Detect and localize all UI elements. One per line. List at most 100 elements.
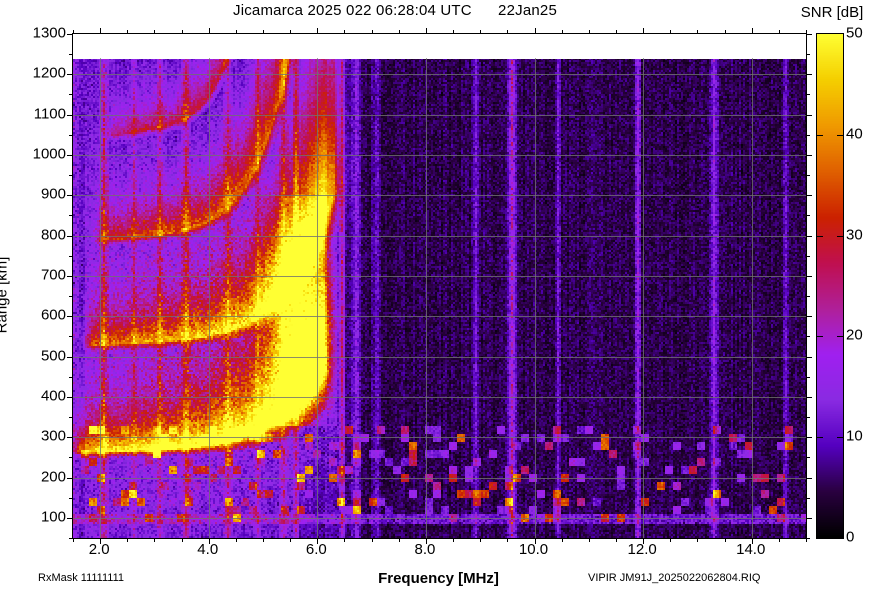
x-axis-minor-tick [235,30,237,34]
x-tick-label: 14.0 [736,541,766,558]
y-axis-tick [67,154,73,156]
colorbar-tick-label: 30 [846,226,863,244]
x-axis-minor-tick [154,30,156,34]
x-axis-tick [643,28,645,34]
y-tick-label: 600 [40,306,66,324]
x-tick-label: 2.0 [88,541,110,558]
x-axis-minor-tick [398,30,400,34]
x-axis-minor-tick [344,30,346,34]
colorbar-tick [837,134,843,136]
colorbar-tick [817,235,823,237]
y-axis-minor-tick [806,255,810,257]
x-tick-label: 4.0 [197,541,219,558]
y-axis-minor-tick [806,497,810,499]
x-axis-minor-tick [778,538,780,542]
x-axis-minor-tick [697,30,699,34]
x-axis-tick-labels: 2.0 4.0 6.0 8.0 10.0 12.0 14.0 [72,541,805,563]
x-axis-minor-tick [806,538,807,542]
y-axis-minor-tick [806,417,810,419]
y-tick-label: 1000 [32,145,66,163]
y-axis-minor-tick [806,215,810,217]
y-axis-tick [806,477,812,479]
x-axis-minor-tick [724,30,726,34]
y-axis-minor-tick [69,538,73,539]
ionogram-plot-area[interactable] [67,28,812,544]
colorbar-tick-labels: 0 10 20 30 40 50 [846,25,882,546]
x-axis-minor-tick [344,538,346,542]
y-axis-minor-tick [806,54,810,56]
x-axis-minor-tick [181,30,183,34]
colorbar-tick-label: 20 [846,326,863,344]
colorbar[interactable] [816,33,844,539]
x-axis-minor-tick [724,538,726,542]
colorbar-tick [817,336,823,338]
y-axis-tick [806,437,812,439]
y-axis-tick [806,195,812,197]
x-axis-minor-tick [615,30,617,34]
y-axis-tick [67,396,73,398]
y-axis-tick [67,517,73,519]
colorbar-tick [817,437,823,439]
y-axis-minor-tick [806,376,810,378]
rxmask-label: RxMask 11111111 [38,572,125,584]
x-axis-tick [100,28,102,34]
y-axis-tick [67,437,73,439]
x-axis-minor-tick [263,30,265,34]
y-axis-minor-tick [806,175,810,177]
x-axis-minor-tick [73,30,74,34]
x-axis-minor-tick [588,538,590,542]
x-tick-label: 12.0 [627,541,657,558]
y-tick-label: 200 [40,468,66,486]
colorbar-tick-label: 50 [846,24,863,42]
y-axis-tick [67,477,73,479]
y-axis-minor-tick [69,457,73,459]
x-axis-minor-tick [290,538,292,542]
y-axis-minor-tick [69,215,73,217]
x-axis-minor-tick [73,538,74,542]
y-axis-tick [806,356,812,358]
x-axis-minor-tick [778,30,780,34]
x-axis-minor-tick [588,30,590,34]
y-axis-tick [806,396,812,398]
y-tick-label: 800 [40,226,66,244]
x-axis-tick [534,28,536,34]
y-axis-tick-labels: 100 200 300 400 500 600 700 800 900 1000 1100 1200 1… [0,25,66,538]
y-axis-tick [806,114,812,116]
x-axis-tick [425,28,427,34]
x-axis-minor-tick [127,538,129,542]
x-tick-label: 8.0 [414,541,436,558]
y-axis-minor-tick [806,94,810,96]
page-title: Jicamarca 2025 022 06:28:04 UTC 22Jan25 [233,2,557,19]
colorbar-tick-label: 40 [846,125,863,143]
x-axis-minor-tick [371,538,373,542]
y-axis-minor-tick [806,457,810,459]
x-axis-minor-tick [398,538,400,542]
y-axis-minor-tick [69,417,73,419]
x-axis-minor-tick [290,30,292,34]
y-axis-tick [806,34,812,35]
x-axis-tick [100,538,102,544]
colorbar-tick [837,437,843,439]
y-axis-minor-tick [69,134,73,136]
y-tick-label: 1300 [32,24,66,42]
ionogram-heatmap-canvas[interactable] [73,34,806,538]
x-tick-label: 6.0 [305,541,327,558]
y-tick-label: 700 [40,266,66,284]
x-axis-tick [534,538,536,544]
y-axis-minor-tick [806,296,810,298]
x-axis-minor-tick [507,30,509,34]
y-axis-minor-tick [69,376,73,378]
source-file-label: VIPIR JM91J_2025022062804.RIQ [588,572,761,584]
x-axis-minor-tick [263,538,265,542]
x-tick-label: 10.0 [518,541,549,558]
y-axis-tick [806,316,812,318]
y-axis-minor-tick [806,134,810,136]
x-axis-minor-tick [507,538,509,542]
x-axis-minor-tick [371,30,373,34]
x-axis-minor-tick [615,538,617,542]
y-axis-tick [806,517,812,519]
y-axis-tick [67,114,73,116]
x-axis-minor-tick [806,30,807,34]
y-tick-label: 300 [40,427,66,445]
x-axis-minor-tick [154,538,156,542]
